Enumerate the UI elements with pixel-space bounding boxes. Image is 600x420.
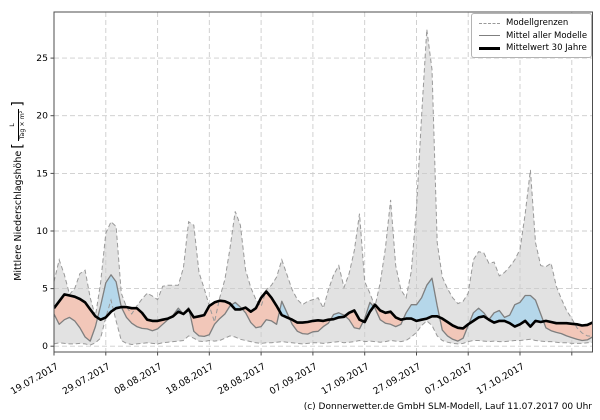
legend: Modellgrenzen Mittel aller Modelle Mitte…: [471, 13, 592, 58]
y-tick-label: 10: [36, 226, 48, 237]
unit-fraction: L Tag × m²: [9, 108, 26, 142]
copyright-caption: (c) Donnerwetter.de GmbH SLM-Modell, Lau…: [303, 402, 592, 412]
model-range-band: [54, 29, 593, 346]
unit-denominator: Tag × m²: [17, 108, 26, 142]
legend-label: Mittel aller Modelle: [506, 30, 588, 41]
x-tick-label: 08.08.2017: [112, 361, 164, 397]
y-tick-label: 25: [36, 53, 48, 64]
x-tick-label: 27.09.2017: [371, 361, 423, 397]
y-tick-label: 0: [42, 341, 48, 352]
legend-item-model-mean: Mittel aller Modelle: [479, 30, 588, 41]
unit-numerator: L: [9, 123, 17, 127]
y-axis-label: Mittlere Niederschlagshöhe [ L Tag × m² …: [9, 21, 26, 361]
x-tick-label: 28.08.2017: [216, 361, 268, 397]
y-axis-label-text: Mittlere Niederschlagshöhe: [12, 150, 24, 281]
legend-item-model-bounds: Modellgrenzen: [479, 18, 585, 28]
model-mean-line: [54, 274, 593, 342]
dashed-line-sample-icon: [479, 22, 500, 24]
climate-mean-line: [54, 290, 593, 330]
legend-label: Mittelwert 30 Jahre: [506, 43, 587, 53]
x-tick-label: 07.09.2017: [268, 361, 320, 397]
legend-label: Modellgrenzen: [506, 18, 569, 28]
x-tick-label: 17.09.2017: [320, 361, 372, 397]
gray-line-sample-icon: [479, 35, 500, 36]
x-tick-label: 19.07.2017: [9, 361, 61, 397]
unit-bracket-open: [: [10, 143, 26, 149]
x-tick-label: 07.10.2017: [423, 361, 475, 397]
model-min-line: [54, 298, 593, 346]
axes-frame: [53, 11, 593, 353]
x-tick-label: 29.07.2017: [61, 361, 113, 397]
unit-bracket-close: ]: [10, 101, 26, 107]
x-tick-label: 17.10.2017: [475, 361, 527, 397]
y-tick-label: 20: [36, 111, 48, 122]
y-tick-label: 5: [42, 284, 48, 295]
legend-item-climate-mean: Mittelwert 30 Jahre: [479, 43, 587, 53]
black-line-sample-icon: [479, 46, 500, 50]
x-tick-label: 18.08.2017: [164, 361, 216, 397]
y-tick-label: 15: [36, 168, 48, 179]
